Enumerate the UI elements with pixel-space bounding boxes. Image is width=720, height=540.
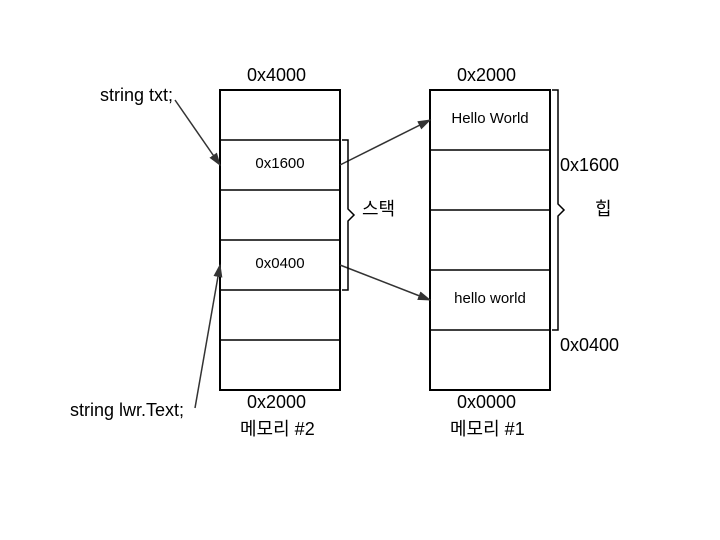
mem2-cell1: 0x1600 — [226, 155, 334, 172]
mem2-title: 메모리 #2 — [240, 415, 315, 441]
mem2-bottom-addr: 0x2000 — [247, 392, 306, 413]
mem1-bottom-addr: 0x0000 — [457, 392, 516, 413]
heap-label: 힙 — [595, 195, 612, 221]
mem1-top-addr: 0x2000 — [457, 65, 516, 86]
addr-1600-label: 0x1600 — [560, 155, 619, 176]
mem1-cell0: Hello World — [436, 110, 544, 128]
mem2-top-addr: 0x4000 — [247, 65, 306, 86]
mem1-cell3: hello world — [436, 290, 544, 308]
diagram-svg — [0, 0, 720, 540]
var1-label: string txt; — [100, 85, 173, 106]
mem2-cell3: 0x0400 — [226, 255, 334, 272]
addr-0400-label: 0x0400 — [560, 335, 619, 356]
var2-label: string lwr.Text; — [70, 400, 184, 421]
mem1-title: 메모리 #1 — [450, 415, 525, 441]
stack-label: 스택 — [362, 195, 395, 221]
